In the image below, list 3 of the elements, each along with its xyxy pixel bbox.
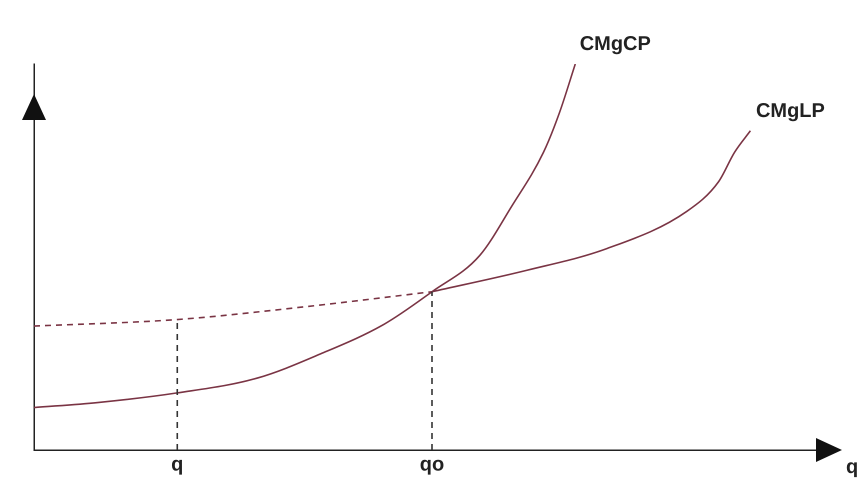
series-label: CMgLP: [756, 100, 825, 122]
x-tick-label: qo: [420, 454, 444, 476]
series-label: CMgCP: [580, 33, 651, 55]
